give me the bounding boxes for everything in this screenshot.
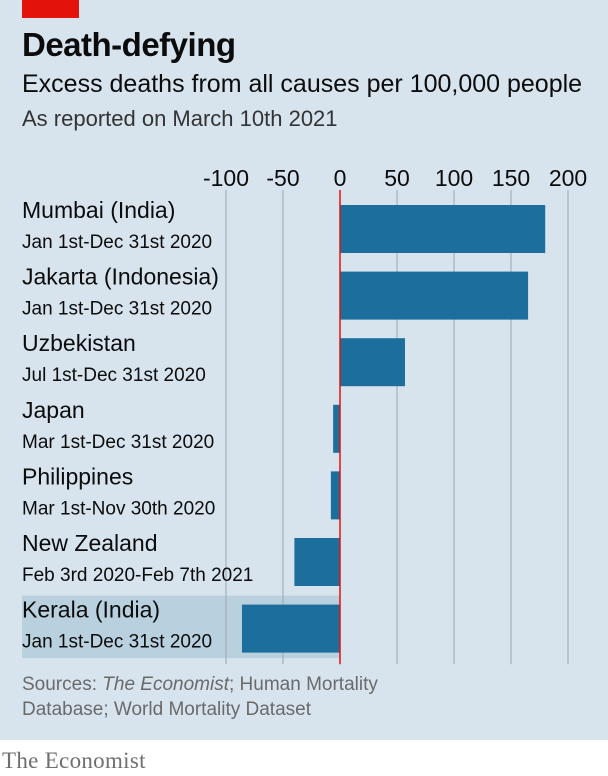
bar — [333, 404, 340, 453]
bar — [330, 471, 340, 520]
x-tick-label: -100 — [203, 165, 249, 191]
bar — [340, 205, 546, 253]
source-rest: ; Human Mortality Database; World Mortal… — [22, 674, 378, 720]
category-label: Philippines — [22, 463, 133, 489]
period-label: Mar 1st-Dec 31st 2020 — [22, 432, 214, 453]
period-label: Jul 1st-Dec 31st 2020 — [22, 365, 206, 386]
brand-red-tab — [22, 0, 79, 18]
bar — [241, 604, 340, 653]
bar — [340, 271, 529, 320]
period-label: Feb 3rd 2020-Feb 7th 2021 — [22, 565, 253, 586]
bar — [294, 538, 340, 586]
x-tick-label: -50 — [266, 165, 299, 191]
category-label: Mumbai (India) — [22, 197, 175, 223]
source-note: Sources: The Economist; Human Mortality … — [22, 672, 422, 722]
category-label: Kerala (India) — [22, 597, 160, 623]
chart-note: As reported on March 10th 2021 — [22, 106, 338, 131]
period-label: Mar 1st-Nov 30th 2020 — [22, 498, 215, 519]
x-tick-label: 200 — [549, 165, 587, 191]
period-label: Jan 1st-Dec 31st 2020 — [22, 632, 212, 653]
source-prefix: Sources: — [22, 674, 103, 695]
x-tick-label: 50 — [384, 165, 410, 191]
brand-logo: The Economist — [2, 748, 146, 773]
x-tick-label: 150 — [492, 165, 530, 191]
category-label: Uzbekistan — [22, 330, 136, 356]
x-tick-label: 100 — [435, 165, 473, 191]
category-label: Jakarta (Indonesia) — [22, 264, 219, 290]
chart-title: Death-defying — [22, 26, 236, 63]
source-italic: The Economist — [102, 674, 229, 695]
category-label: New Zealand — [22, 530, 158, 556]
x-tick-label: 0 — [334, 165, 347, 191]
bar — [340, 338, 405, 387]
period-label: Jan 1st-Dec 31st 2020 — [22, 232, 212, 253]
category-label: Japan — [22, 397, 85, 423]
chart-subtitle: Excess deaths from all causes per 100,00… — [22, 70, 583, 98]
bar-chart: -100 -50 0 50 100 150 200 Mumbai (India) Jan 1st… — [22, 165, 587, 665]
period-label: Jan 1st-Dec 31st 2020 — [22, 299, 212, 320]
